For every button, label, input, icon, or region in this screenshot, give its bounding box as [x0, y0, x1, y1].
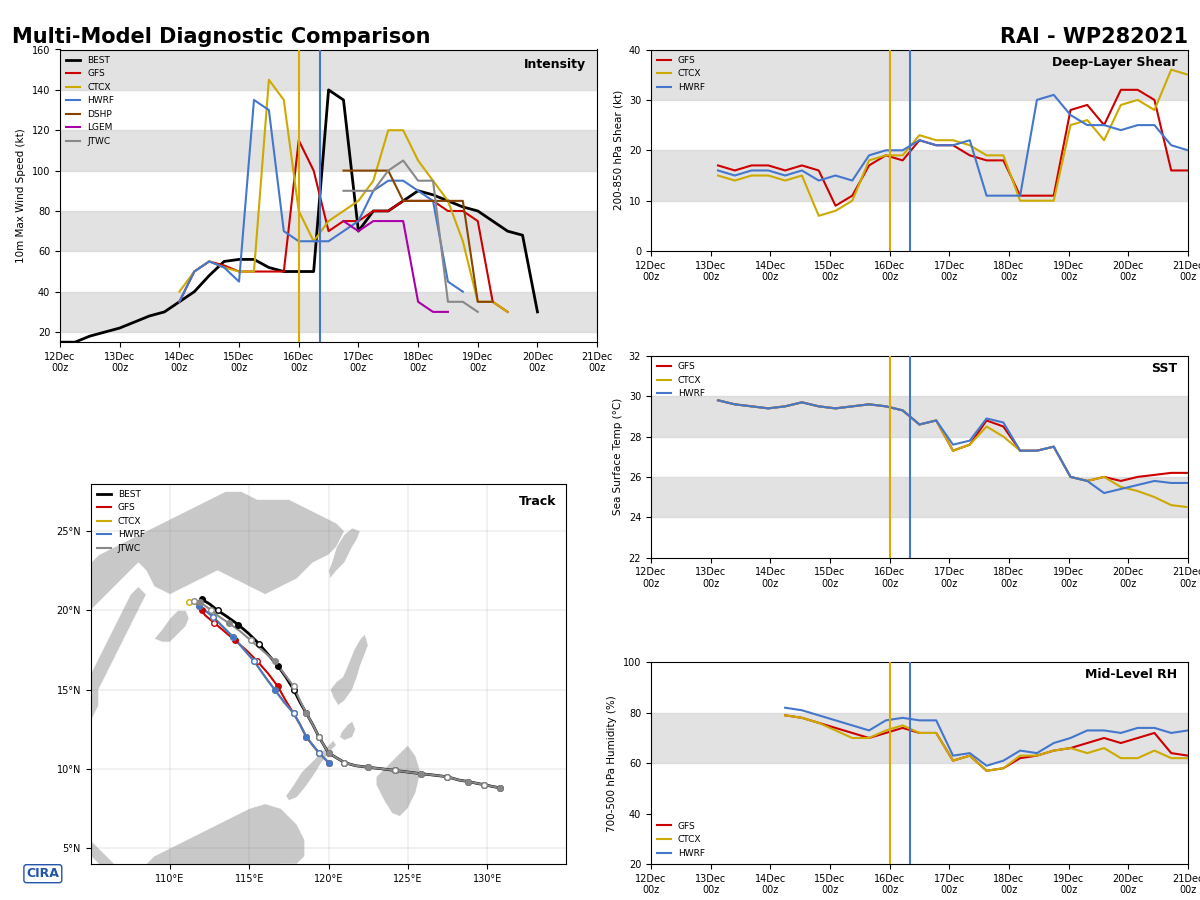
Text: SST: SST: [1151, 362, 1177, 375]
Polygon shape: [376, 745, 420, 816]
Y-axis label: 200-850 hPa Shear (kt): 200-850 hPa Shear (kt): [613, 90, 623, 211]
Legend: BEST, GFS, CTCX, HWRF, DSHP, LGEM, JTWC: BEST, GFS, CTCX, HWRF, DSHP, LGEM, JTWC: [62, 52, 118, 149]
Legend: BEST, GFS, CTCX, HWRF, JTWC: BEST, GFS, CTCX, HWRF, JTWC: [94, 486, 149, 556]
Text: Multi-Model Diagnostic Comparison: Multi-Model Diagnostic Comparison: [12, 27, 431, 47]
Polygon shape: [12, 824, 78, 900]
Bar: [650, 150, 1188, 201]
Bar: [650, 477, 1188, 517]
Polygon shape: [83, 491, 344, 610]
Bar: [60, 292, 598, 332]
Text: RAI - WP282021: RAI - WP282021: [1000, 27, 1188, 47]
Bar: [650, 50, 1188, 100]
Bar: [60, 130, 598, 171]
Bar: [60, 211, 598, 251]
Text: CIRA: CIRA: [26, 868, 59, 880]
Bar: [650, 396, 1188, 436]
Polygon shape: [340, 721, 355, 741]
Text: Deep-Layer Shear: Deep-Layer Shear: [1051, 56, 1177, 68]
Polygon shape: [43, 587, 146, 793]
Legend: GFS, CTCX, HWRF: GFS, CTCX, HWRF: [654, 52, 708, 95]
Y-axis label: 700-500 hPa Humidity (%): 700-500 hPa Humidity (%): [607, 695, 617, 832]
Legend: GFS, CTCX, HWRF: GFS, CTCX, HWRF: [654, 359, 708, 402]
Legend: GFS, CTCX, HWRF: GFS, CTCX, HWRF: [654, 818, 708, 861]
Y-axis label: 10m Max Wind Speed (kt): 10m Max Wind Speed (kt): [17, 129, 26, 263]
Polygon shape: [330, 634, 368, 706]
Text: Intensity: Intensity: [524, 58, 587, 71]
Bar: [60, 50, 598, 90]
Bar: [650, 713, 1188, 763]
Y-axis label: Sea Surface Temp (°C): Sea Surface Temp (°C): [613, 398, 623, 516]
Polygon shape: [154, 610, 190, 642]
Polygon shape: [329, 528, 360, 579]
Polygon shape: [138, 804, 305, 896]
Text: Track: Track: [520, 495, 557, 508]
Polygon shape: [286, 741, 336, 801]
Text: Mid-Level RH: Mid-Level RH: [1085, 669, 1177, 681]
Polygon shape: [74, 835, 167, 900]
